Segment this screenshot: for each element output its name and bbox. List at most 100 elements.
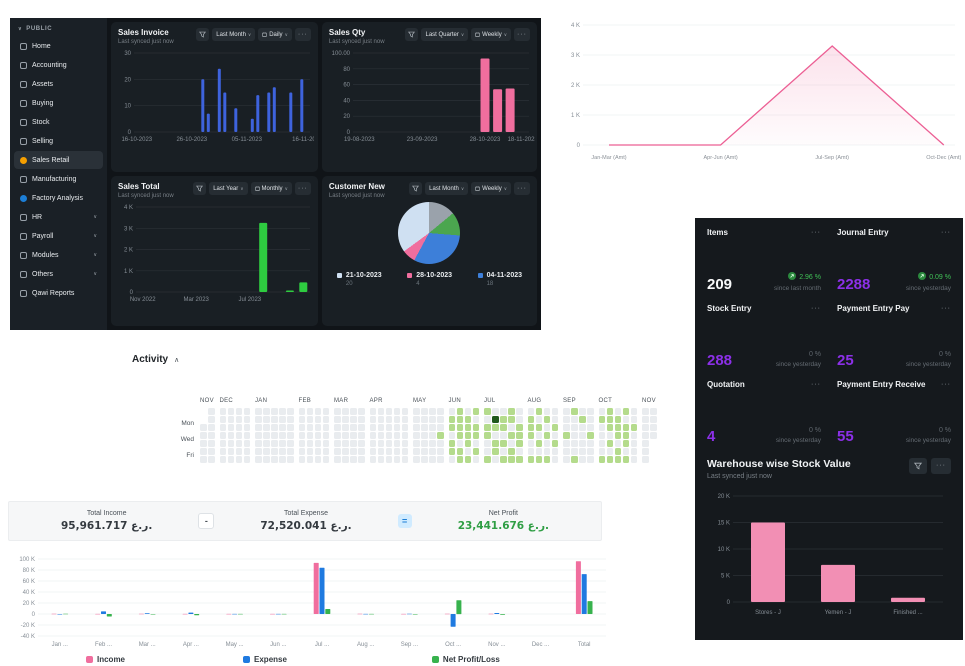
heatmap-cell[interactable] bbox=[571, 416, 578, 423]
heatmap-cell[interactable] bbox=[219, 432, 226, 439]
heatmap-cell[interactable] bbox=[551, 424, 558, 431]
heatmap-cell[interactable] bbox=[314, 456, 321, 463]
heatmap-cell[interactable] bbox=[322, 408, 329, 415]
heatmap-cell[interactable] bbox=[393, 416, 400, 423]
heatmap-cell[interactable] bbox=[393, 424, 400, 431]
heatmap-cell[interactable] bbox=[322, 432, 329, 439]
heatmap-cell[interactable] bbox=[464, 440, 471, 447]
heatmap-cell[interactable] bbox=[342, 416, 349, 423]
heatmap-cell[interactable] bbox=[377, 440, 384, 447]
heatmap-cell[interactable] bbox=[334, 424, 341, 431]
heatmap-cell[interactable] bbox=[413, 440, 420, 447]
heatmap-cell[interactable] bbox=[208, 408, 215, 415]
heatmap-cell[interactable] bbox=[200, 432, 207, 439]
heatmap-cell[interactable] bbox=[369, 440, 376, 447]
heatmap-cell[interactable] bbox=[500, 440, 507, 447]
heatmap-cell[interactable] bbox=[200, 456, 207, 463]
heatmap-cell[interactable] bbox=[622, 448, 629, 455]
heatmap-cell[interactable] bbox=[492, 448, 499, 455]
heatmap-cell[interactable] bbox=[630, 408, 637, 415]
heatmap-cell[interactable] bbox=[358, 424, 365, 431]
heatmap-cell[interactable] bbox=[255, 432, 262, 439]
heatmap-cell[interactable] bbox=[563, 424, 570, 431]
heatmap-cell[interactable] bbox=[614, 424, 621, 431]
heatmap-cell[interactable] bbox=[492, 424, 499, 431]
heatmap-cell[interactable] bbox=[208, 416, 215, 423]
heatmap-cell[interactable] bbox=[464, 456, 471, 463]
heatmap-cell[interactable] bbox=[279, 424, 286, 431]
heatmap-cell[interactable] bbox=[614, 416, 621, 423]
heatmap-cell[interactable] bbox=[287, 424, 294, 431]
heatmap-cell[interactable] bbox=[500, 408, 507, 415]
heatmap-cell[interactable] bbox=[484, 408, 491, 415]
heatmap-cell[interactable] bbox=[456, 456, 463, 463]
heatmap-cell[interactable] bbox=[630, 432, 637, 439]
heatmap-cell[interactable] bbox=[235, 440, 242, 447]
heatmap-cell[interactable] bbox=[484, 448, 491, 455]
sidebar-item-assets[interactable]: Assets bbox=[14, 75, 103, 93]
heatmap-cell[interactable] bbox=[271, 432, 278, 439]
heatmap-cell[interactable] bbox=[350, 416, 357, 423]
heatmap-cell[interactable] bbox=[508, 416, 515, 423]
heatmap-cell[interactable] bbox=[571, 432, 578, 439]
heatmap-cell[interactable] bbox=[563, 408, 570, 415]
heatmap-cell[interactable] bbox=[642, 408, 649, 415]
heatmap-cell[interactable] bbox=[413, 448, 420, 455]
heatmap-cell[interactable] bbox=[464, 416, 471, 423]
heatmap-cell[interactable] bbox=[227, 440, 234, 447]
heatmap-cell[interactable] bbox=[263, 432, 270, 439]
heatmap-cell[interactable] bbox=[437, 432, 444, 439]
heatmap-cell[interactable] bbox=[298, 456, 305, 463]
heatmap-cell[interactable] bbox=[630, 456, 637, 463]
range-select[interactable]: Last Quarter ∨ bbox=[421, 28, 469, 41]
heatmap-cell[interactable] bbox=[377, 416, 384, 423]
heatmap-cell[interactable] bbox=[535, 424, 542, 431]
heatmap-cell[interactable] bbox=[587, 416, 594, 423]
range-select[interactable]: Last Month ∨ bbox=[425, 182, 469, 195]
heatmap-cell[interactable] bbox=[287, 416, 294, 423]
heatmap-cell[interactable] bbox=[472, 440, 479, 447]
heatmap-cell[interactable] bbox=[614, 440, 621, 447]
heatmap-cell[interactable] bbox=[306, 440, 313, 447]
interval-select[interactable]: Weekly ∨ bbox=[471, 28, 511, 41]
heatmap-cell[interactable] bbox=[279, 408, 286, 415]
heatmap-cell[interactable] bbox=[322, 448, 329, 455]
heatmap-cell[interactable] bbox=[358, 416, 365, 423]
chevron-up-icon[interactable]: ∧ bbox=[174, 356, 180, 364]
heatmap-cell[interactable] bbox=[571, 448, 578, 455]
heatmap-cell[interactable] bbox=[598, 440, 605, 447]
heatmap-cell[interactable] bbox=[587, 448, 594, 455]
heatmap-cell[interactable] bbox=[527, 424, 534, 431]
heatmap-cell[interactable] bbox=[579, 408, 586, 415]
heatmap-cell[interactable] bbox=[456, 408, 463, 415]
heatmap-cell[interactable] bbox=[279, 456, 286, 463]
heatmap-cell[interactable] bbox=[650, 416, 657, 423]
sidebar-item-factory-analysis[interactable]: Factory Analysis bbox=[14, 189, 103, 207]
heatmap-cell[interactable] bbox=[200, 440, 207, 447]
heatmap-cell[interactable] bbox=[598, 432, 605, 439]
heatmap-cell[interactable] bbox=[342, 448, 349, 455]
heatmap-cell[interactable] bbox=[342, 440, 349, 447]
heatmap-cell[interactable] bbox=[227, 448, 234, 455]
heatmap-cell[interactable] bbox=[492, 456, 499, 463]
heatmap-cell[interactable] bbox=[219, 416, 226, 423]
heatmap-cell[interactable] bbox=[535, 456, 542, 463]
heatmap-cell[interactable] bbox=[322, 416, 329, 423]
heatmap-cell[interactable] bbox=[642, 416, 649, 423]
heatmap-cell[interactable] bbox=[492, 432, 499, 439]
more-options-icon[interactable]: ··· bbox=[514, 28, 530, 41]
filter-icon[interactable] bbox=[409, 182, 423, 195]
heatmap-cell[interactable] bbox=[227, 408, 234, 415]
heatmap-cell[interactable] bbox=[587, 456, 594, 463]
heatmap-cell[interactable] bbox=[263, 448, 270, 455]
sidebar-item-others[interactable]: Others ∨ bbox=[14, 265, 103, 283]
heatmap-cell[interactable] bbox=[551, 416, 558, 423]
heatmap-cell[interactable] bbox=[606, 408, 613, 415]
heatmap-cell[interactable] bbox=[235, 424, 242, 431]
heatmap-cell[interactable] bbox=[369, 408, 376, 415]
heatmap-cell[interactable] bbox=[535, 440, 542, 447]
heatmap-cell[interactable] bbox=[377, 408, 384, 415]
interval-select[interactable]: Weekly ∨ bbox=[471, 182, 511, 195]
heatmap-cell[interactable] bbox=[551, 440, 558, 447]
heatmap-cell[interactable] bbox=[579, 440, 586, 447]
